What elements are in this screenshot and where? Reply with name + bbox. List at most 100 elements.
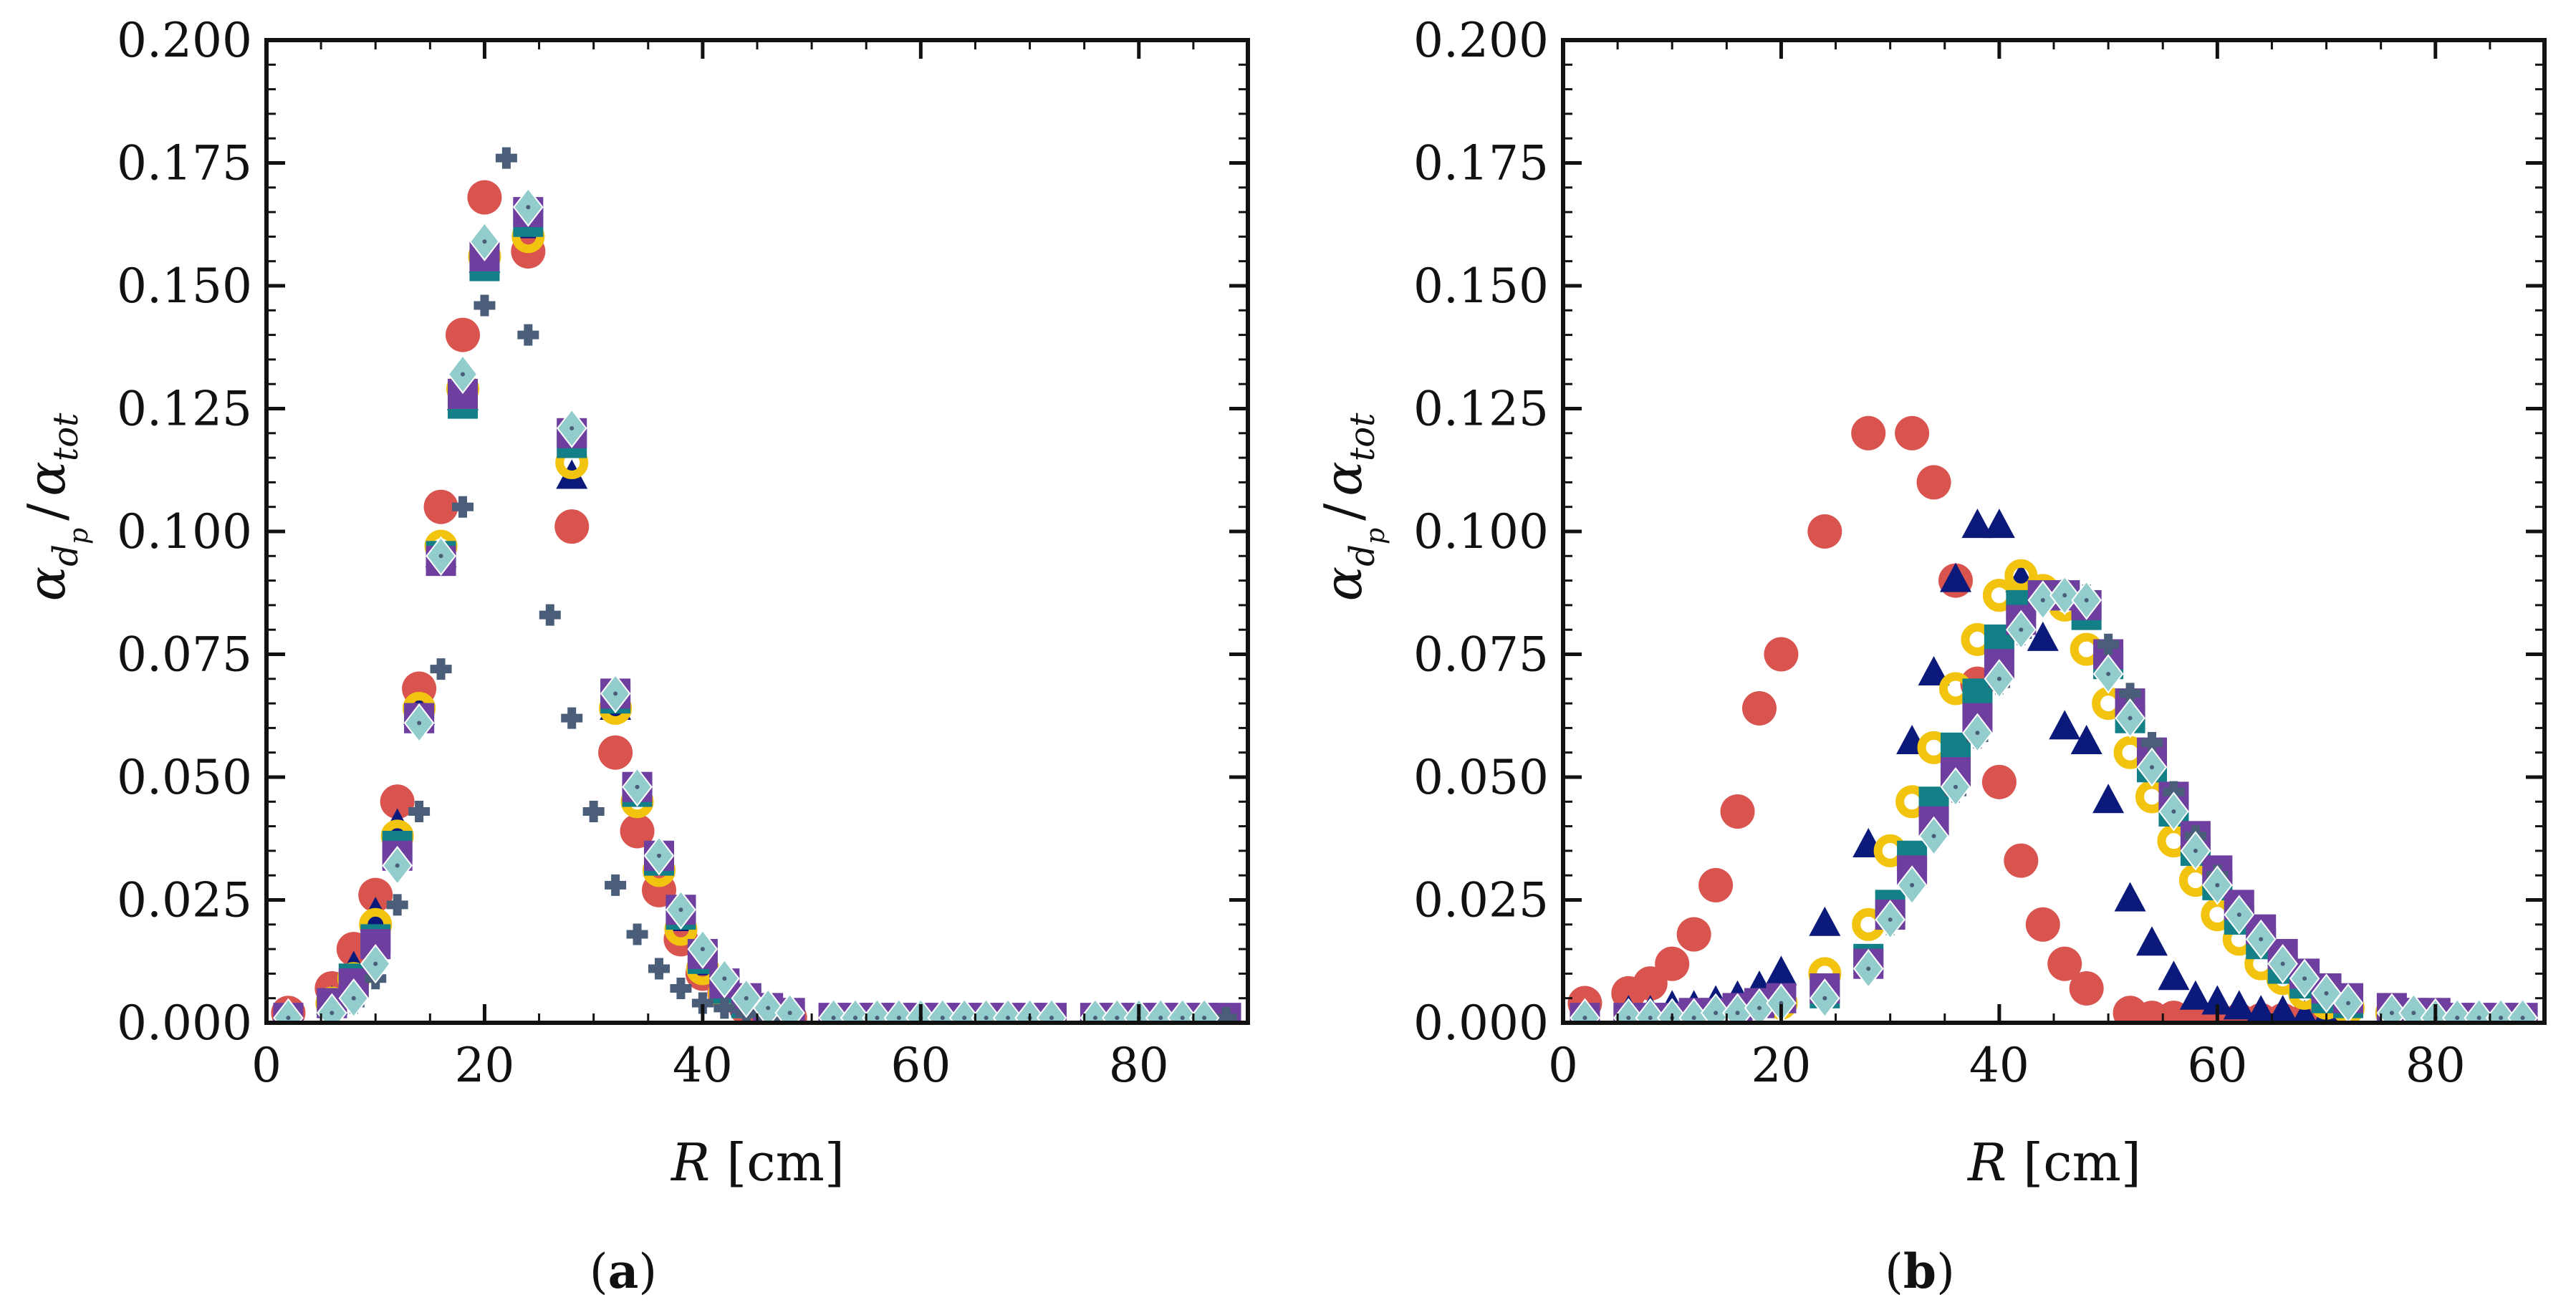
diamond-dot: [1626, 1016, 1631, 1021]
data-point: [1215, 1007, 1237, 1023]
diamond-dot: [613, 691, 618, 696]
diamond-dot: [831, 1016, 836, 1021]
data-point: [2441, 998, 2473, 1023]
data-point: [2292, 1000, 2317, 1023]
xlabel-var: R: [670, 1132, 710, 1193]
data-point: [582, 801, 605, 823]
data-point: [2114, 882, 2146, 912]
series-series-7: [273, 187, 1220, 1023]
data-point: [1036, 998, 1067, 1023]
series-series-7: [1570, 575, 2538, 1023]
data-point: [2047, 946, 2082, 981]
data-point: [1961, 509, 1994, 539]
data-point: [474, 294, 496, 317]
x-axis-label-b: R [cm]: [1966, 1132, 2141, 1193]
data-point: [1613, 998, 1644, 1023]
y-tick-label: 0.100: [117, 504, 252, 559]
data-point: [1895, 415, 1930, 451]
diamond-dot: [1006, 1016, 1011, 1021]
data-point: [1809, 906, 1841, 936]
data-point: [1698, 867, 1734, 902]
diamond-dot: [2302, 976, 2307, 981]
ylabel-num-subsub: p: [1361, 528, 1390, 544]
data-point: [2267, 995, 2298, 1023]
data-point: [2097, 633, 2120, 655]
data-point: [840, 998, 871, 1023]
data-point: [1742, 690, 1777, 726]
data-point: [1765, 955, 1797, 986]
diamond-dot: [2215, 882, 2220, 887]
data-point: [2049, 710, 2081, 740]
diamond-dot: [2389, 1011, 2394, 1016]
diamond-dot: [286, 1016, 291, 1021]
data-point: [452, 496, 474, 518]
data-point: [1940, 562, 1971, 592]
diamond-dot: [2040, 598, 2045, 603]
y-tick-label: 0.100: [1413, 504, 1549, 559]
diamond-dot: [2455, 1016, 2460, 1021]
diamond-dot: [657, 853, 661, 858]
data-point: [1145, 998, 1176, 1023]
diamond-dot: [351, 996, 356, 1001]
data-point: [1981, 764, 2017, 799]
data-point: [1633, 966, 1668, 1001]
diamond-dot: [1158, 1016, 1163, 1021]
data-point: [1014, 998, 1045, 1023]
data-point: [883, 998, 915, 1023]
diamond-dot: [2476, 1016, 2481, 1021]
data-point: [818, 998, 849, 1023]
ylabel-num: α: [16, 567, 77, 602]
data-point: [1807, 514, 1842, 549]
data-point: [1570, 998, 1600, 1023]
data-point: [273, 998, 304, 1023]
y-tick-label: 0.200: [1413, 13, 1549, 68]
diamond-dot: [744, 996, 749, 1001]
data-point: [670, 977, 692, 999]
data-point: [2507, 998, 2538, 1023]
diamond-dot: [1757, 1006, 1762, 1011]
data-point: [971, 998, 1001, 1023]
ylabel-den: α: [16, 461, 77, 496]
diamond-dot: [853, 1016, 857, 1021]
data-point: [539, 604, 561, 626]
diamond-dot: [1866, 966, 1871, 971]
x-tick-label: 0: [1548, 1038, 1578, 1093]
diamond-dot: [2411, 1011, 2416, 1016]
data-point: [1167, 998, 1198, 1023]
data-point: [1080, 998, 1111, 1023]
plot-frame: [264, 38, 1250, 1025]
diamond-dot: [1975, 731, 1980, 736]
diamond-dot: [678, 907, 683, 912]
y-tick-label: 0.075: [1413, 627, 1549, 683]
data-point: [2464, 998, 2494, 1023]
data-point: [1655, 946, 1690, 981]
diamond-dot: [2324, 991, 2329, 996]
data-point: [1918, 655, 1950, 685]
ylabel-slash: /: [1313, 503, 1373, 521]
y-tick-label: 0.125: [117, 382, 252, 437]
data-point: [620, 814, 655, 849]
data-point: [2070, 724, 2102, 754]
series-group: [1567, 415, 2538, 1023]
diamond-dot: [1049, 1016, 1054, 1021]
xlabel-unit: [cm]: [2007, 1132, 2141, 1193]
diamond-dot: [482, 239, 487, 244]
diamond-dot: [875, 1016, 880, 1021]
data-point: [2246, 995, 2276, 1023]
y-tick-label: 0.050: [1413, 750, 1549, 805]
ylabel-num-sub: d: [46, 544, 86, 567]
data-point: [2141, 731, 2163, 753]
y-tick-label: 0.175: [1413, 136, 1549, 191]
diamond-dot: [2171, 809, 2176, 814]
data-point: [1983, 509, 2015, 539]
data-point: [1851, 415, 1886, 451]
diamond-dot: [2062, 593, 2067, 598]
data-point: [358, 877, 393, 912]
y-tick-label: 0.050: [117, 750, 252, 805]
y-tick-label: 0.200: [117, 13, 252, 68]
ylabel-den-sub: tot: [1342, 413, 1383, 461]
data-point: [2004, 843, 2039, 878]
data-point: [430, 658, 452, 680]
diamond-dot: [940, 1016, 945, 1021]
ylabel-num-sub: d: [1342, 544, 1383, 567]
